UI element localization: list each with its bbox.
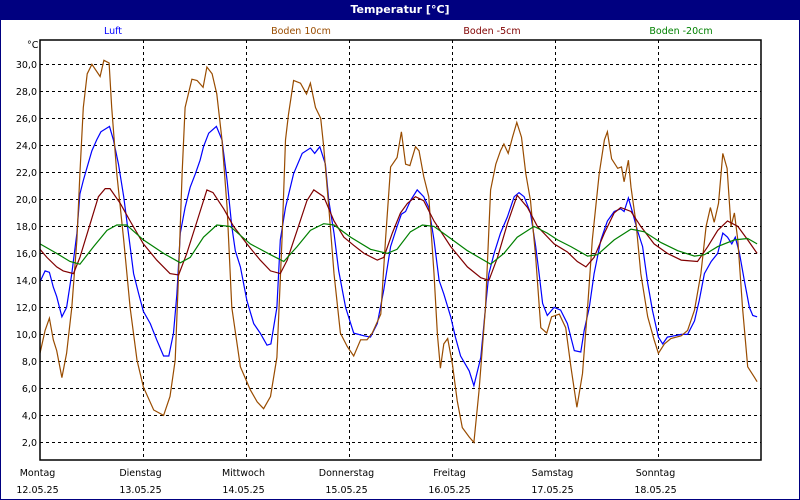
y-axis-ticks: 2,0 4,0 6,0 8,0 10,0 12,0 14,0 16,0 18,0 20,0 22,0…	[16, 60, 37, 449]
y-tick-label: 12,0	[16, 303, 37, 314]
y-tick-label: 28,0	[16, 87, 37, 98]
y-tick-label: 14,0	[16, 276, 37, 287]
x-tick-weekday: Mittwoch	[222, 468, 265, 479]
series-line-luft	[39, 125, 758, 388]
legend: Luft Boden 10cm Boden -5cm Boden -20cm	[104, 26, 713, 37]
y-tick-label: 24,0	[16, 141, 37, 152]
y-tick-label: 4,0	[22, 411, 37, 422]
y-tick-label: 26,0	[16, 114, 37, 125]
y-tick-label: 8,0	[22, 357, 37, 368]
x-tick-date: 14.05.25	[222, 485, 264, 496]
series-lines	[39, 59, 758, 444]
x-tick-date: 13.05.25	[119, 485, 161, 496]
x-tick-date: 16.05.25	[428, 485, 470, 496]
y-tick-label: 18,0	[16, 222, 37, 233]
y-tick-label: 20,0	[16, 195, 37, 206]
x-axis-ticks: Montag 12.05.25 Dienstag 13.05.25 Mittwoch 14…	[16, 468, 676, 496]
x-tick-date: 12.05.25	[16, 485, 58, 496]
x-tick-weekday: Montag	[20, 468, 56, 479]
title-bar: Temperatur [°C]	[0, 0, 800, 20]
y-tick-label: 2,0	[22, 438, 37, 449]
x-tick-weekday: Dienstag	[119, 468, 161, 479]
y-axis-unit: °C	[27, 40, 39, 51]
plot-border	[39, 39, 762, 461]
series-line-boden-10cm	[39, 59, 758, 444]
x-tick-weekday: Samstag	[532, 468, 574, 479]
y-tick-label: 10,0	[16, 330, 37, 341]
y-tick-label: 22,0	[16, 168, 37, 179]
x-tick-weekday: Freitag	[433, 468, 466, 479]
legend-entry: Luft	[104, 26, 122, 37]
y-tick-label: 16,0	[16, 249, 37, 260]
chart-title: Temperatur [°C]	[350, 3, 450, 16]
y-tick-label: 30,0	[16, 60, 37, 71]
x-tick-date: 17.05.25	[531, 485, 573, 496]
legend-entry: Boden -5cm	[463, 26, 520, 37]
x-tick-date: 15.05.25	[325, 485, 367, 496]
x-tick-weekday: Sonntag	[636, 468, 675, 479]
legend-entry: Boden -20cm	[649, 26, 712, 37]
x-tick-date: 18.05.25	[634, 485, 676, 496]
series-line-boden-20cm	[39, 223, 758, 265]
series-line-boden-5cm	[39, 188, 758, 282]
x-tick-weekday: Donnerstag	[319, 468, 374, 479]
legend-entry: Boden 10cm	[271, 26, 331, 37]
y-tick-label: 6,0	[22, 384, 37, 395]
